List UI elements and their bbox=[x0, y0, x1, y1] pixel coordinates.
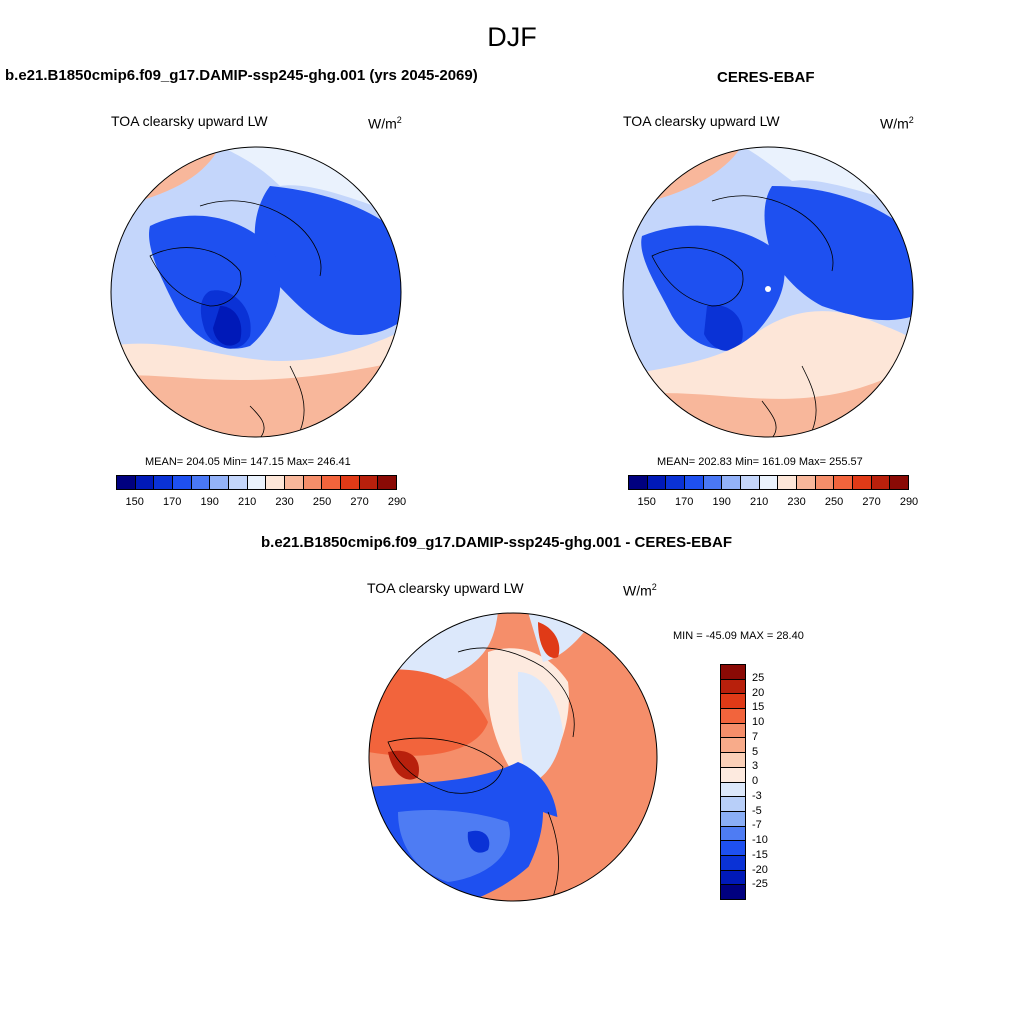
colorbar-tick-label: 190 bbox=[712, 496, 731, 508]
panel1-variable: TOA clearsky upward LW bbox=[111, 113, 268, 129]
colorbar-swatch bbox=[685, 476, 704, 489]
diff-minmax: MIN = -45.09 MAX = 28.40 bbox=[673, 630, 804, 642]
season-title: DJF bbox=[487, 22, 537, 52]
diff-title: b.e21.B1850cmip6.f09_g17.DAMIP-ssp245-gh… bbox=[261, 534, 732, 551]
colorbar-tick-label: 250 bbox=[824, 496, 844, 508]
colorbar-tick-label: 150 bbox=[125, 496, 144, 508]
colorbar-swatch bbox=[117, 476, 136, 489]
colorbar-swatch bbox=[285, 476, 304, 489]
colorbar-tick-label: 270 bbox=[862, 496, 881, 508]
colorbar-swatch bbox=[173, 476, 192, 489]
colorbar-swatch bbox=[721, 709, 745, 724]
panel1-stats: MEAN= 204.05 Min= 147.15 Max= 246.41 bbox=[145, 456, 351, 468]
colorbar-tick-label: 290 bbox=[899, 496, 919, 508]
colorbar-tick-label: 10 bbox=[752, 716, 765, 728]
colorbar-tick-label: 5 bbox=[752, 745, 759, 758]
colorbar-tick-label: -3 bbox=[752, 789, 762, 802]
colorbar-swatch bbox=[210, 476, 230, 489]
colorbar-swatch bbox=[135, 476, 155, 489]
colorbar-swatch bbox=[721, 841, 745, 856]
colorbar-swatch bbox=[721, 679, 745, 695]
colorbar-swatch bbox=[191, 476, 211, 489]
colorbar-swatch bbox=[322, 476, 342, 489]
colorbar-tick-label: 230 bbox=[275, 496, 294, 508]
colorbar-tick-label: 170 bbox=[163, 496, 182, 508]
colorbar-tick-label: 150 bbox=[637, 496, 656, 508]
colorbar-swatch bbox=[778, 476, 798, 489]
colorbar-swatch bbox=[721, 694, 745, 710]
colorbar-swatch bbox=[721, 738, 745, 754]
colorbar-swatch bbox=[154, 476, 174, 489]
panel2-polar-map bbox=[622, 146, 914, 438]
colorbar-swatch bbox=[722, 476, 742, 489]
colorbar-swatch bbox=[721, 797, 745, 812]
colorbar-tick-label: 250 bbox=[312, 496, 332, 508]
colorbar-swatch bbox=[303, 476, 323, 489]
panel1-title: b.e21.B1850cmip6.f09_g17.DAMIP-ssp245-gh… bbox=[5, 67, 478, 84]
colorbar-swatch bbox=[721, 811, 745, 827]
panel2-title: CERES-EBAF bbox=[717, 69, 815, 86]
colorbar-swatch bbox=[721, 782, 745, 798]
colorbar-swatch bbox=[721, 723, 745, 739]
colorbar-swatch bbox=[871, 476, 891, 489]
colorbar-tick-label: -7 bbox=[752, 819, 762, 832]
colorbar-swatch bbox=[647, 476, 667, 489]
colorbar-tick-label: 270 bbox=[350, 496, 369, 508]
diff-colorbar bbox=[720, 664, 746, 900]
colorbar-tick-label: 230 bbox=[787, 496, 806, 508]
colorbar-swatch bbox=[890, 476, 909, 489]
colorbar-tick-label: -5 bbox=[752, 804, 762, 817]
colorbar-swatch bbox=[629, 476, 648, 489]
colorbar-tick-label: 25 bbox=[752, 671, 765, 684]
colorbar-tick-label: 210 bbox=[749, 496, 769, 508]
colorbar-swatch bbox=[266, 476, 286, 489]
colorbar-tick-label: -15 bbox=[752, 848, 768, 861]
diff-colorbar-labels: 25 20 15 10 7 5 3 0 -3 -5 -7 -10 -15 -20 -25 bbox=[752, 664, 792, 900]
colorbar-tick-label: 190 bbox=[200, 496, 219, 508]
panel1-units: W/m2 bbox=[368, 115, 402, 132]
colorbar-swatch bbox=[721, 826, 745, 842]
colorbar-swatch bbox=[721, 665, 745, 680]
colorbar-swatch bbox=[834, 476, 854, 489]
colorbar-swatch bbox=[721, 855, 745, 871]
diff-variable: TOA clearsky upward LW bbox=[367, 580, 524, 596]
colorbar-swatch bbox=[741, 476, 760, 489]
colorbar-swatch bbox=[703, 476, 723, 489]
colorbar-swatch bbox=[815, 476, 835, 489]
colorbar-swatch bbox=[721, 870, 745, 886]
colorbar-swatch bbox=[229, 476, 248, 489]
diff-polar-map bbox=[368, 612, 658, 902]
panel1-colorbar bbox=[116, 475, 397, 490]
panel2-stats: MEAN= 202.83 Min= 161.09 Max= 255.57 bbox=[657, 456, 863, 468]
colorbar-swatch bbox=[853, 476, 872, 489]
colorbar-swatch bbox=[721, 767, 745, 783]
colorbar-swatch bbox=[378, 476, 397, 489]
colorbar-swatch bbox=[341, 476, 360, 489]
panel2-colorbar bbox=[628, 475, 909, 490]
panel2-variable: TOA clearsky upward LW bbox=[623, 113, 780, 129]
colorbar-tick-label: 3 bbox=[752, 760, 759, 773]
colorbar-swatch bbox=[721, 753, 745, 768]
colorbar-tick-label: 290 bbox=[387, 496, 407, 508]
colorbar-tick-label: 0 bbox=[752, 775, 759, 787]
colorbar-tick-label: 20 bbox=[752, 686, 765, 699]
colorbar-tick-label: 210 bbox=[237, 496, 257, 508]
colorbar-tick-label: -10 bbox=[752, 834, 768, 846]
colorbar-tick-label: 170 bbox=[675, 496, 694, 508]
colorbar-tick-label: 7 bbox=[752, 730, 759, 743]
panel1-polar-map bbox=[110, 146, 402, 438]
panel2-colorbar-labels: 150 170 190 210 230 250 270 290 bbox=[628, 496, 919, 510]
colorbar-swatch bbox=[721, 885, 745, 899]
colorbar-swatch bbox=[247, 476, 267, 489]
colorbar-tick-label: 15 bbox=[752, 701, 765, 714]
colorbar-tick-label: -20 bbox=[752, 863, 768, 876]
colorbar-tick-label: -25 bbox=[752, 878, 768, 891]
panel2-units: W/m2 bbox=[880, 115, 914, 132]
colorbar-swatch bbox=[666, 476, 686, 489]
colorbar-swatch bbox=[359, 476, 379, 489]
diff-units: W/m2 bbox=[623, 582, 657, 599]
colorbar-swatch bbox=[797, 476, 816, 489]
panel1-colorbar-labels: 150 170 190 210 230 250 270 290 bbox=[116, 496, 407, 510]
colorbar-swatch bbox=[759, 476, 779, 489]
